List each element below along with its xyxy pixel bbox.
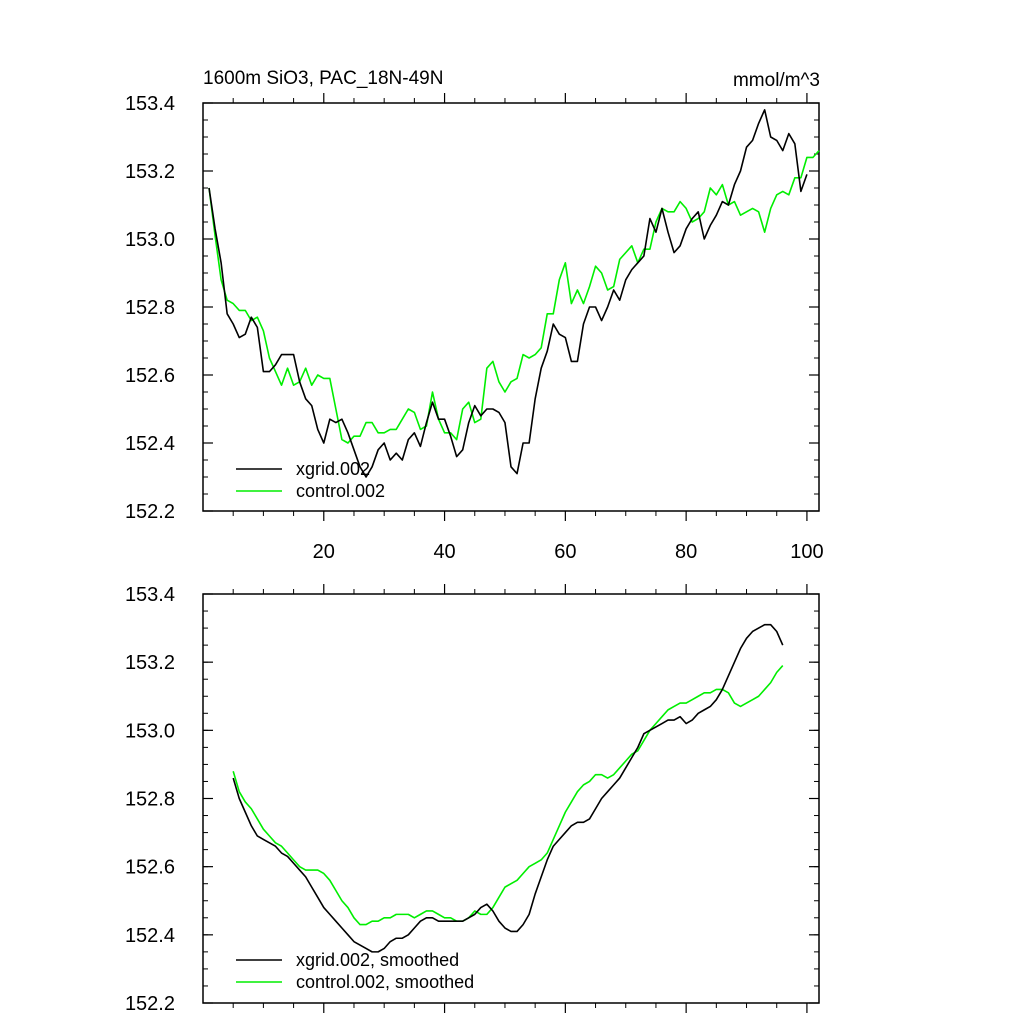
x-tick-label: 40 bbox=[433, 541, 455, 563]
y-tick-label: 152.4 bbox=[125, 433, 175, 455]
y-tick-label: 153.4 bbox=[125, 93, 175, 115]
series-line-control bbox=[208, 150, 820, 444]
y-tick-label: 152.6 bbox=[125, 857, 175, 879]
series-line-xgrid bbox=[232, 623, 784, 953]
y-tick-label: 153.0 bbox=[125, 720, 175, 742]
legend-label-xgrid: xgrid.002, smoothed bbox=[296, 950, 459, 970]
plot-frame bbox=[202, 593, 820, 1004]
y-tick-label: 153.0 bbox=[125, 229, 175, 251]
legend-label-control: control.002, smoothed bbox=[296, 972, 474, 992]
y-tick-label: 152.6 bbox=[125, 365, 175, 387]
y-tick-label: 152.2 bbox=[125, 993, 175, 1015]
x-tick-label: 60 bbox=[554, 541, 576, 563]
y-tick-label: 153.4 bbox=[125, 584, 175, 606]
y-tick-label: 152.8 bbox=[125, 297, 175, 319]
legend: xgrid.002 control.002 bbox=[236, 459, 385, 501]
plot-frame bbox=[202, 102, 820, 512]
bottom-panel: 152.2 152.4 152.6 152.8 153.0 153.2 153.4 xgri… bbox=[125, 584, 820, 1015]
series-layer bbox=[232, 623, 784, 953]
units-label: mmol/m^3 bbox=[733, 70, 820, 91]
x-tick-label: 20 bbox=[313, 541, 335, 563]
series-line-xgrid bbox=[208, 109, 808, 478]
legend: xgrid.002, smoothed control.002, smoothe… bbox=[236, 950, 474, 992]
series-line-control bbox=[232, 665, 784, 926]
y-tick-label: 152.8 bbox=[125, 789, 175, 811]
axis-ticks: 152.2 152.4 152.6 152.8 153.0 153.2 153.4 20 40 6… bbox=[125, 93, 824, 563]
x-tick-label: 80 bbox=[675, 541, 697, 563]
chart-title: 1600m SiO3, PAC_18N-49N bbox=[203, 68, 443, 89]
top-panel: 1600m SiO3, PAC_18N-49N mmol/m^3 152.215… bbox=[125, 68, 824, 563]
x-tick-label: 100 bbox=[790, 541, 823, 563]
y-tick-label: 152.4 bbox=[125, 925, 175, 947]
legend-label-control: control.002 bbox=[296, 481, 385, 501]
y-tick-label: 153.2 bbox=[125, 652, 175, 674]
y-tick-label: 152.2 bbox=[125, 501, 175, 523]
legend-label-xgrid: xgrid.002 bbox=[296, 459, 370, 479]
y-tick-label: 153.2 bbox=[125, 161, 175, 183]
axis-ticks: 152.2 152.4 152.6 152.8 153.0 153.2 153.4 bbox=[125, 584, 819, 1015]
series-layer bbox=[208, 109, 820, 478]
